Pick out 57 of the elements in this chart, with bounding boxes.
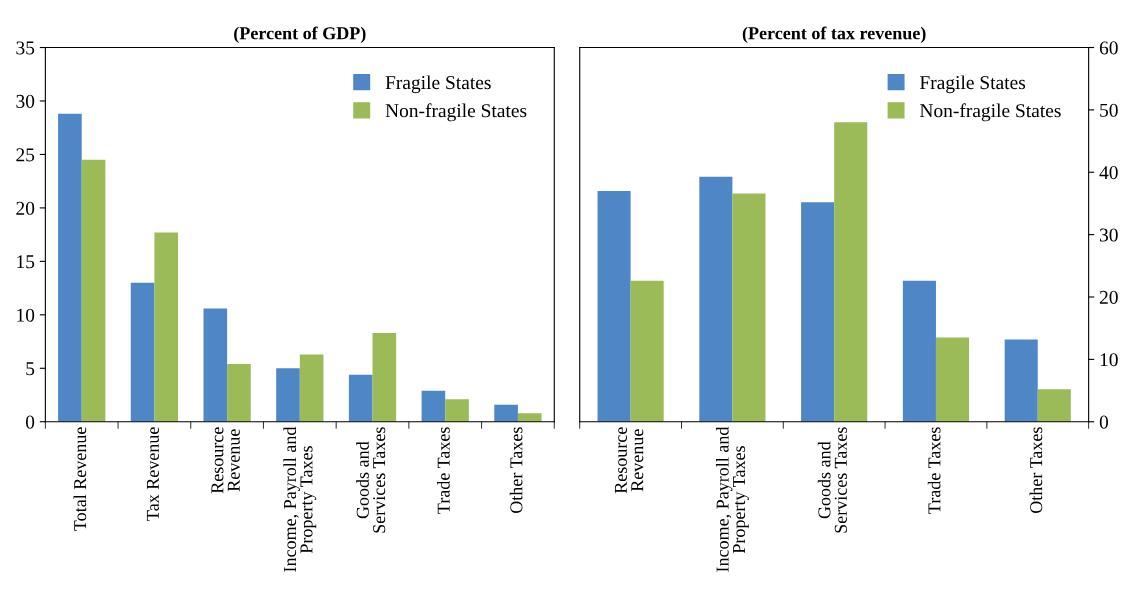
- legend-label: Non-fragile States: [385, 103, 527, 122]
- bar: [276, 368, 300, 422]
- bar: [58, 113, 82, 422]
- legend-label: Fragile States: [385, 75, 491, 94]
- y-tick-label: 10: [17, 308, 35, 322]
- x-tick-label: Total Revenue: [73, 427, 87, 531]
- y-tick-label: 10: [1100, 353, 1118, 367]
- bar: [1037, 389, 1071, 422]
- bar: [372, 333, 397, 422]
- bar: [299, 354, 324, 422]
- bar: [699, 176, 733, 422]
- bar: [421, 390, 446, 422]
- x-tick-label: Other Taxes: [509, 427, 523, 514]
- x-tick-label: Goods and Services Taxes: [356, 427, 386, 533]
- x-tick-label: Resource Revenue: [614, 427, 644, 494]
- bar: [630, 280, 664, 422]
- bar: [935, 337, 970, 422]
- bar: [203, 308, 228, 422]
- x-tick-label: Other Taxes: [1029, 427, 1043, 514]
- bar: [130, 282, 155, 422]
- y-tick-label: 50: [1100, 103, 1118, 117]
- bar: [81, 159, 106, 422]
- x-tick-label: Income, Payroll and Property Taxes: [283, 426, 317, 572]
- bar: [1004, 339, 1038, 422]
- bar: [445, 399, 469, 422]
- bar: [834, 122, 868, 422]
- y-tick-label: 30: [16, 94, 35, 108]
- x-tick-label: Resource Revenue: [211, 427, 240, 494]
- y-tick-label: 20: [1099, 290, 1118, 304]
- chart-title: (Percent of GDP): [234, 26, 366, 44]
- bar: [902, 280, 936, 422]
- y-tick-label: 0: [25, 415, 35, 429]
- y-tick-label: 35: [16, 41, 35, 55]
- bar: [227, 364, 251, 422]
- bar: [801, 202, 835, 422]
- y-tick-label: 60: [1099, 41, 1118, 55]
- bar: [348, 374, 373, 422]
- legend-label: Non-fragile States: [919, 103, 1061, 122]
- bar: [597, 190, 631, 422]
- x-tick-label: Income, Payroll and Property Taxes: [715, 426, 749, 572]
- y-tick-label: 20: [16, 201, 35, 215]
- y-tick-label: 0: [1099, 415, 1109, 429]
- bar: [494, 404, 518, 422]
- bar: [517, 413, 542, 422]
- bar: [732, 193, 766, 422]
- x-tick-label: Tax Revenue: [146, 427, 159, 521]
- x-tick-label: Trade Taxes: [927, 427, 941, 514]
- y-tick-label: 30: [1099, 228, 1118, 242]
- x-tick-label: Trade Taxes: [437, 427, 450, 514]
- y-tick-label: 40: [1099, 166, 1118, 180]
- bar: [154, 232, 179, 422]
- chart-title: (Percent of tax revenue): [742, 26, 926, 44]
- legend-label: Fragile States: [919, 75, 1026, 94]
- y-tick-label: 5: [26, 362, 35, 376]
- y-tick-label: 25: [16, 148, 35, 162]
- y-tick-label: 15: [17, 255, 35, 269]
- x-tick-label: Goods and Services Taxes: [817, 427, 847, 533]
